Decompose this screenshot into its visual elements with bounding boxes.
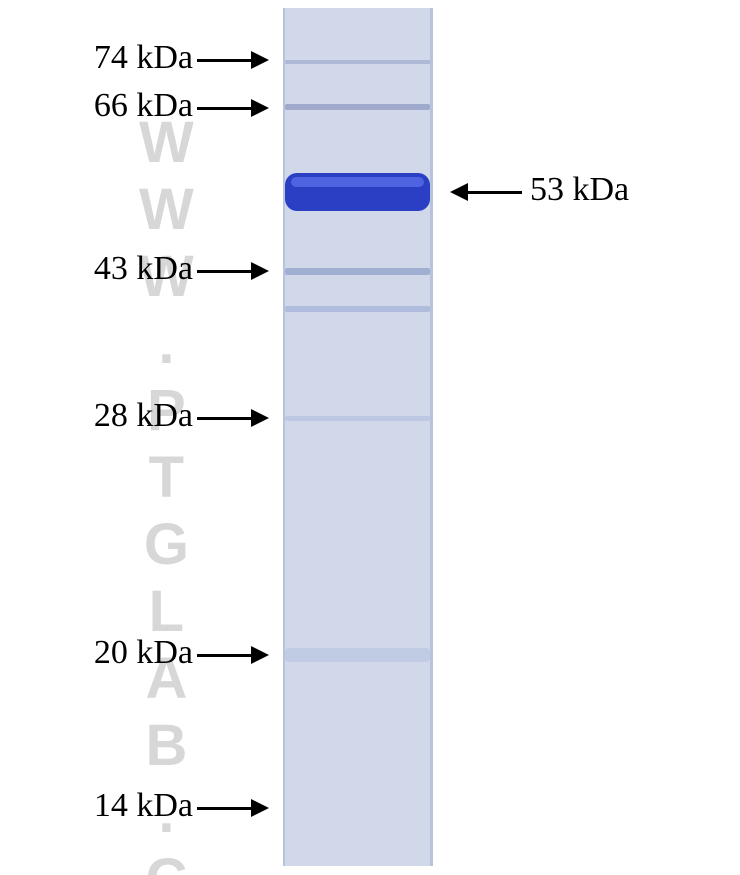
- mw-marker-label: 43 kDa: [70, 250, 193, 288]
- gel-band: [285, 104, 430, 110]
- mw-marker-label: 20 kDa: [70, 634, 193, 672]
- mw-marker-label: 66 kDa: [70, 87, 193, 125]
- gel-band: [285, 648, 430, 662]
- gel-band: [285, 60, 430, 64]
- mw-marker-label: 74 kDa: [70, 39, 193, 77]
- gel-image-canvas: WWW.PTGLAB.COM 74 kDa 66 kDa 43 kDa 28 kDa 20…: [0, 0, 740, 875]
- mw-marker-label: 14 kDa: [70, 787, 193, 825]
- gel-band: [285, 306, 430, 312]
- gel-band-highlight: [291, 177, 424, 187]
- sample-band-label: 53 kDa: [530, 171, 629, 209]
- gel-band: [285, 268, 430, 275]
- gel-band: [285, 416, 430, 421]
- watermark-text: WWW.PTGLAB.COM: [135, 110, 196, 875]
- mw-marker-label: 28 kDa: [70, 397, 193, 435]
- gel-lane: [283, 8, 433, 866]
